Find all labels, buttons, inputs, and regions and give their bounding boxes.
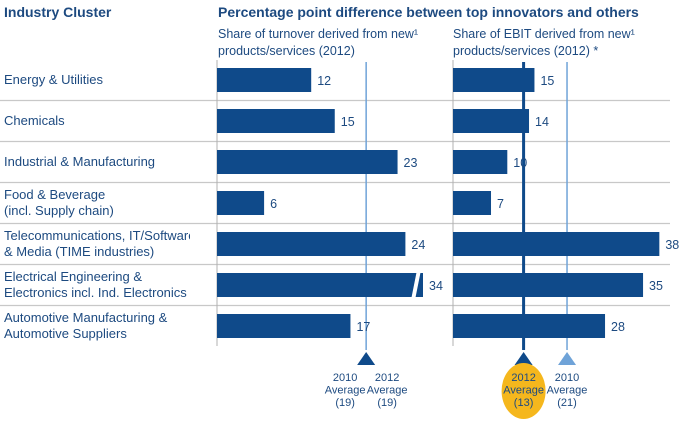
value-label: 24 xyxy=(411,238,425,252)
category-label: Energy & Utilities xyxy=(4,72,103,87)
bar xyxy=(453,314,606,338)
bar xyxy=(217,68,312,92)
subtitle-line: products/services (2012) * xyxy=(453,44,599,58)
value-label: 28 xyxy=(611,320,625,334)
value-label: 17 xyxy=(356,320,370,334)
average-marker-triangle xyxy=(514,352,533,365)
left-chart-subtitle: Share of turnover derived from new¹ produ… xyxy=(218,26,418,60)
value-label: 15 xyxy=(540,74,554,88)
value-label: 35 xyxy=(649,279,663,293)
category-label: Automotive Manufacturing & Automotive Sup… xyxy=(4,310,168,341)
average-legend-text: 2012 xyxy=(375,372,399,384)
average-legend-text: Average xyxy=(547,385,588,397)
average-legend-text: 2010 xyxy=(555,372,579,384)
bar xyxy=(453,68,535,92)
bar xyxy=(217,191,265,215)
right-chart-subtitle: Share of EBIT derived from new¹ products/… xyxy=(453,26,635,60)
average-legend-text: 2012 xyxy=(511,372,535,384)
bar xyxy=(217,273,423,297)
subtitle-line: products/services (2012) xyxy=(218,44,355,58)
average-legend-text: (19) xyxy=(335,397,355,409)
category-label: Chemicals xyxy=(4,113,65,128)
bar xyxy=(453,273,644,297)
value-label: 7 xyxy=(497,197,504,211)
category-label: Telecommunications, IT/Software & Media (… xyxy=(4,228,190,259)
average-marker-triangle xyxy=(558,352,577,365)
industry-cluster-header: Industry Cluster xyxy=(4,4,112,20)
average-legend-text: (21) xyxy=(557,397,577,409)
value-label: 23 xyxy=(404,156,418,170)
bar xyxy=(453,109,530,133)
bar xyxy=(453,191,492,215)
value-label: 34 xyxy=(429,279,443,293)
average-legend-text: (13) xyxy=(514,397,534,409)
axis-break-mark xyxy=(411,270,421,300)
category-label: Industrial & Manufacturing xyxy=(4,154,156,169)
category-label: Electrical Engineering & Electronics incl… xyxy=(4,269,187,300)
value-label: 12 xyxy=(317,74,331,88)
average-legend-text: (19) xyxy=(377,397,397,409)
value-label: 10 xyxy=(513,156,527,170)
highlight-circle xyxy=(501,363,546,419)
average-legend-text: Average xyxy=(367,385,408,397)
value-label: 6 xyxy=(270,197,277,211)
bar xyxy=(217,109,335,133)
bar xyxy=(453,150,508,174)
average-legend-text: Average xyxy=(325,385,366,397)
average-legend-text: 2010 xyxy=(333,372,357,384)
chart-title: Percentage point difference between top … xyxy=(218,4,639,20)
average-legend-text: Average xyxy=(503,385,544,397)
category-label: Food & Beverage (incl. Supply chain) xyxy=(4,187,114,218)
subtitle-line: Share of EBIT derived from new¹ xyxy=(453,27,635,41)
average-marker-triangle xyxy=(357,352,376,365)
bar xyxy=(217,232,406,256)
bar xyxy=(453,232,660,256)
bar xyxy=(217,150,398,174)
value-label: 14 xyxy=(535,115,549,129)
bar xyxy=(217,314,351,338)
value-label: 38 xyxy=(665,238,679,252)
value-label: 15 xyxy=(341,115,355,129)
subtitle-line: Share of turnover derived from new¹ xyxy=(218,27,419,41)
